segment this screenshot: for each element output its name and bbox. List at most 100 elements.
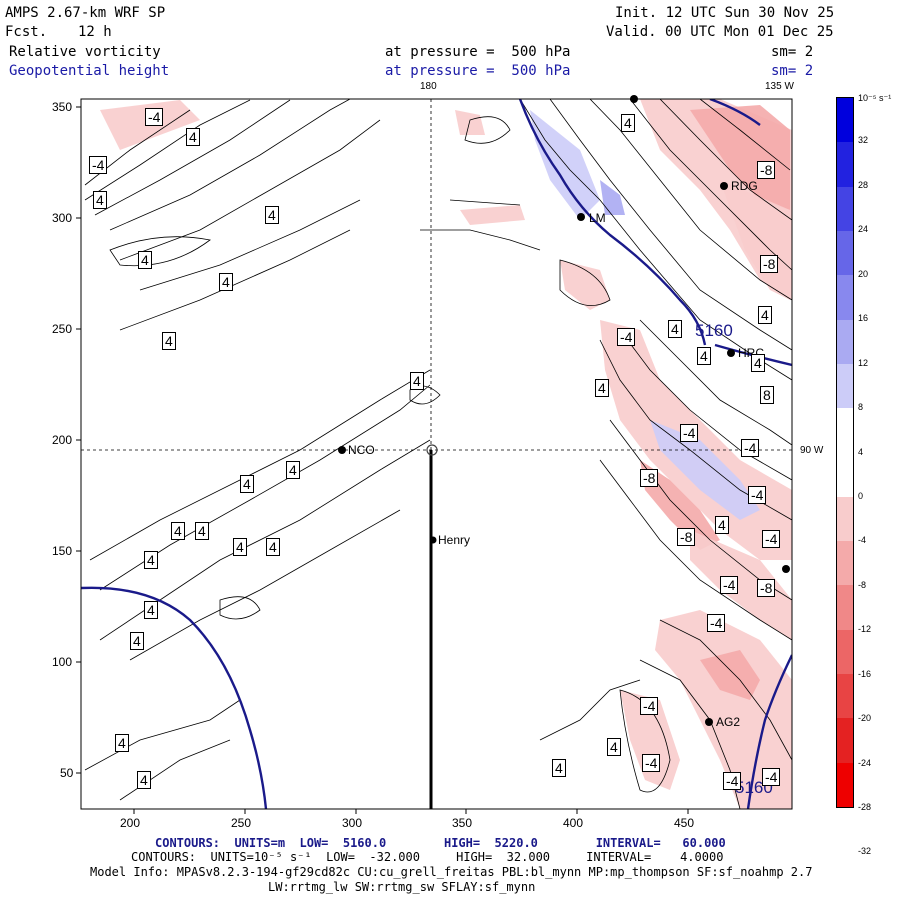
contour-label: 4 [266,538,280,556]
contour-label: 4 [195,522,209,540]
colorbar-tick-label: -8 [858,579,867,590]
station-edge1-marker [782,565,790,573]
contour-label: 4 [233,538,247,556]
x-tick-200: 200 [120,816,141,830]
station-lm-marker [577,213,585,221]
station-markers [338,95,790,726]
station-nco-marker [338,446,346,454]
contour-label: -4 [680,424,699,442]
model-title: AMPS 2.67-km WRF SP [5,5,166,21]
contour-label: 8 [760,386,774,404]
contour-label: 4 [171,522,185,540]
colorbar-swatch [837,718,853,763]
colorbar-tick-label: 28 [858,179,869,190]
colorbar [836,97,854,808]
colorbar-swatch [837,674,853,719]
colorbar-swatch [837,363,853,409]
field2-level: at pressure = 500 hPa [385,63,571,79]
station-edge2-marker [630,95,638,103]
y-tick-100: 100 [52,655,73,669]
contour-label: -4 [617,328,636,346]
colorbar-swatch [837,408,853,453]
colorbar-tick-label: -20 [858,713,872,724]
colorbar-tick-label: 16 [858,313,869,324]
contour-label: -4 [762,530,781,548]
lat-90w-label: 90 W [800,445,824,456]
colorbar-tick-label: 0 [858,490,864,501]
contour-label: -4 [642,754,661,772]
colorbar-tick-label: -16 [858,668,872,679]
colorbar-tick-label: -4 [858,535,867,546]
contour-label: 4 [621,114,635,132]
contour-label: 4 [715,516,729,534]
field2-name: Geopotential height [9,63,170,79]
contour-label: -4 [89,156,108,174]
contour-label: 4 [186,128,200,146]
station-rdg-label: RDG [731,179,758,193]
station-henry-label: Henry [438,533,471,547]
colorbar-swatch [837,98,853,143]
y-tick-50: 50 [60,766,74,780]
contour-label: 4 [162,332,176,350]
colorbar-tick-label: 32 [858,135,869,146]
contour-label: 4 [697,347,711,365]
height-contours [81,99,792,809]
station-rdg-marker [720,182,728,190]
contour-label: 4 [668,320,682,338]
height-contour-label: 5160 [695,321,733,340]
x-tick-350: 350 [452,816,473,830]
contour-label: -4 [741,439,760,457]
contour-label: 4 [144,551,158,569]
colorbar-tick-label: -28 [858,802,872,812]
station-nco-label: NCO [348,443,375,457]
contour-label: -4 [707,614,726,632]
contour-label: -8 [757,161,776,179]
field1-name: Relative vorticity [9,44,161,60]
colorbar-swatch [837,585,853,630]
contour-label: 4 [758,306,772,324]
y-tick-300: 300 [52,211,73,225]
y-tick-250: 250 [52,322,73,336]
colorbar-swatch [837,230,853,276]
valid-time: Valid. 00 UTC Mon 01 Dec 25 [606,24,834,40]
contour-label: 4 [144,601,158,619]
contour-label: 4 [137,771,151,789]
contour-label: 4 [93,191,107,209]
y-tick-200: 200 [52,433,73,447]
station-ag2-marker [705,718,713,726]
contour-label: -4 [145,108,164,126]
station-hrc-marker [727,349,735,357]
colorbar-swatch [837,496,853,542]
footer-model-info-2: LW:rrtmg_lw SW:rrtmg_sw SFLAY:sf_mynn [268,880,536,894]
contour-label: -8 [640,469,659,487]
station-lm-label: LM [589,211,606,225]
colorbar-tick-label: -32 [858,846,872,857]
colorbar-tick-label: 24 [858,224,869,235]
colorbar-swatch [837,452,853,497]
colorbar-tick-label: 4 [858,446,864,457]
colorbar-tick-label: 12 [858,357,869,368]
colorbar-swatch [837,275,853,320]
contour-label: 4 [410,372,424,390]
field2-smoothing: sm= 2 [771,63,814,79]
contour-label: -4 [748,486,767,504]
station-ag2-label: AG2 [716,715,741,729]
forecast-value: 12 h [78,24,112,40]
pole-marker [426,444,438,456]
colorbar-tick-label: 20 [858,268,869,279]
footer-height-contours: CONTOURS: UNITS=m LOW= 5160.0 HIGH= 5220… [155,836,726,850]
contour-label: -4 [720,576,739,594]
colorbar-swatch [837,629,853,675]
contour-label: 4 [595,379,609,397]
contour-label: 4 [607,738,621,756]
contour-label: 4 [265,206,279,224]
x-tick-450: 450 [674,816,695,830]
colorbar-swatch [837,762,853,807]
colorbar-swatch [837,541,853,586]
colorbar-swatch [837,142,853,187]
contour-label: 4 [240,475,254,493]
contour-label: 4 [138,251,152,269]
x-tick-300: 300 [342,816,363,830]
contour-label: -8 [760,255,779,273]
colorbar-swatch [837,319,853,364]
